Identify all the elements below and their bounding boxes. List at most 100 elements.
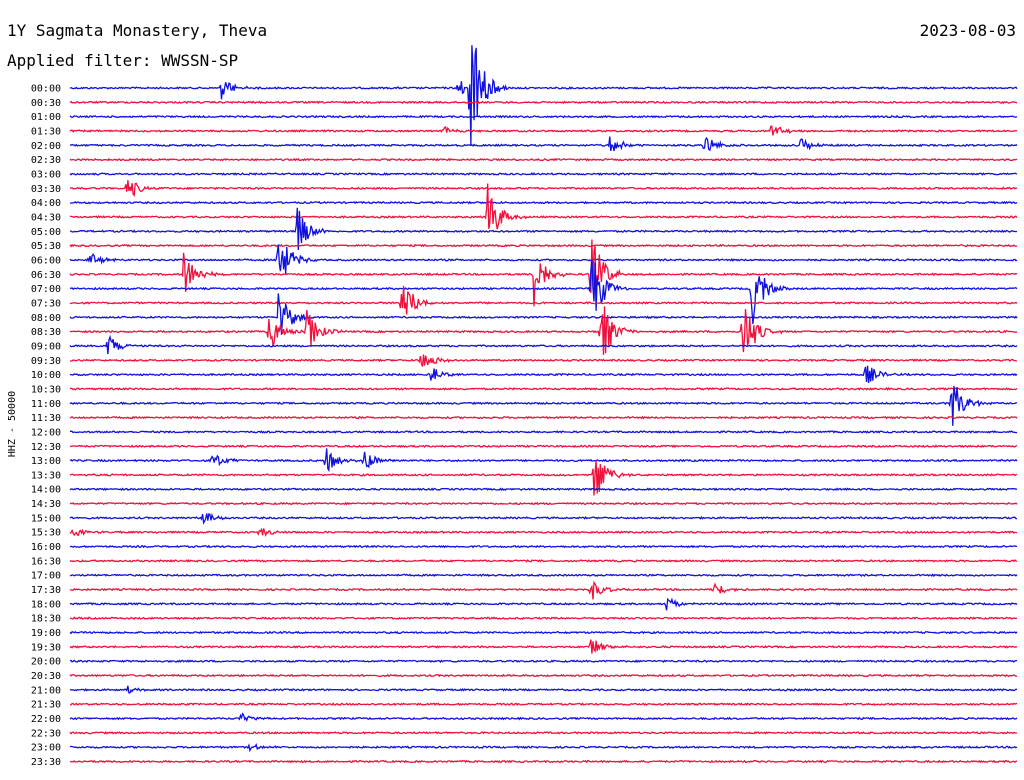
date-label: 2023-08-03 [920, 21, 1016, 40]
row-label: 11:00 [31, 399, 61, 410]
trace-row [69, 544, 1018, 549]
row-label: 10:30 [31, 384, 61, 395]
trace-row [69, 616, 1018, 621]
trace-row [69, 580, 1018, 600]
trace-row [70, 759, 1018, 764]
trace-row [69, 730, 1018, 735]
trace-row [69, 673, 1017, 678]
trace-row [69, 501, 1018, 506]
trace-row [69, 172, 1018, 176]
trace-row [69, 45, 1018, 146]
trace-row [69, 100, 1018, 105]
row-label: 06:30 [31, 270, 61, 281]
row-label: 18:30 [31, 614, 61, 625]
trace-row [69, 430, 1018, 434]
trace-row [69, 444, 1018, 449]
trace-row [69, 385, 1017, 426]
row-label: 21:30 [31, 700, 61, 711]
row-label: 22:00 [31, 714, 61, 725]
traces [69, 45, 1018, 764]
trace-row [69, 157, 1018, 162]
trace-row [69, 243, 1017, 248]
row-label: 04:00 [31, 198, 61, 209]
trace-row [70, 702, 1018, 707]
row-label: 20:00 [31, 657, 61, 668]
row-label: 01:30 [31, 126, 61, 137]
row-label: 16:30 [31, 556, 61, 567]
row-label: 23:30 [31, 757, 61, 768]
trace-row [69, 285, 1018, 315]
row-label: 23:00 [31, 743, 61, 754]
trace-row [69, 239, 1018, 307]
trace-row [69, 365, 1018, 383]
trace-row [69, 527, 1018, 538]
trace-row [69, 207, 1018, 251]
trace-row [69, 306, 1018, 355]
row-labels: 00:00 00:30 01:00 01:30 02:00 02:30 03:00 03:30… [31, 84, 61, 769]
row-label: 08:00 [31, 313, 61, 324]
row-label: 03:30 [31, 184, 61, 195]
row-label: 09:00 [31, 341, 61, 352]
trace-row [69, 512, 1017, 525]
trace-row [69, 136, 1018, 152]
row-label: 20:30 [31, 671, 61, 682]
trace-row [69, 685, 1018, 694]
row-label: 16:00 [31, 542, 61, 553]
row-label: 14:00 [31, 485, 61, 496]
row-label: 17:00 [31, 571, 61, 582]
row-label: 11:30 [31, 413, 61, 424]
row-label: 15:00 [31, 513, 61, 524]
trace-row [69, 125, 1018, 136]
row-label: 21:00 [31, 685, 61, 696]
row-label: 12:30 [31, 442, 61, 453]
row-label: 18:00 [31, 599, 61, 610]
trace-row [69, 460, 1018, 496]
trace-row [70, 200, 1018, 205]
y-axis-label: HHZ - 50000 [7, 391, 18, 457]
trace-row [69, 448, 1018, 473]
trace-row [69, 387, 1018, 391]
row-label: 01:00 [31, 112, 61, 123]
row-label: 13:30 [31, 470, 61, 481]
row-label: 00:00 [31, 84, 61, 95]
trace-row [69, 712, 1018, 723]
row-label: 22:30 [31, 728, 61, 739]
trace-row [69, 180, 1018, 197]
station-title: 1Y Sagmata Monastery, Theva [7, 21, 267, 40]
trace-row [69, 487, 1018, 492]
row-label: 13:00 [31, 456, 61, 467]
trace-row [69, 558, 1018, 563]
row-label: 02:00 [31, 141, 61, 152]
trace-row [69, 639, 1018, 654]
trace-row [69, 597, 1018, 611]
trace-row [69, 354, 1018, 367]
row-label: 07:00 [31, 284, 61, 295]
row-label: 09:30 [31, 356, 61, 367]
trace-row [69, 244, 1018, 274]
trace-row [69, 334, 1018, 355]
row-label: 19:30 [31, 642, 61, 653]
trace-row [69, 415, 1018, 420]
filter-label: Applied filter: WWSSN-SP [7, 51, 238, 70]
trace-row [69, 114, 1018, 119]
trace-row [69, 742, 1018, 753]
trace-row [69, 183, 1018, 230]
trace-row [69, 659, 1018, 664]
trace-row [69, 259, 1018, 325]
row-label: 14:30 [31, 499, 61, 510]
row-label: 08:30 [31, 327, 61, 338]
trace-row [69, 573, 1018, 578]
row-label: 03:00 [31, 169, 61, 180]
trace-row [69, 630, 1018, 635]
row-label: 04:30 [31, 212, 61, 223]
row-label: 10:00 [31, 370, 61, 381]
row-label: 15:30 [31, 528, 61, 539]
row-label: 07:30 [31, 298, 61, 309]
row-label: 19:00 [31, 628, 61, 639]
row-label: 05:30 [31, 241, 61, 252]
row-label: 06:00 [31, 255, 61, 266]
row-label: 12:00 [31, 427, 61, 438]
row-label: 00:30 [31, 98, 61, 109]
row-label: 05:00 [31, 227, 61, 238]
